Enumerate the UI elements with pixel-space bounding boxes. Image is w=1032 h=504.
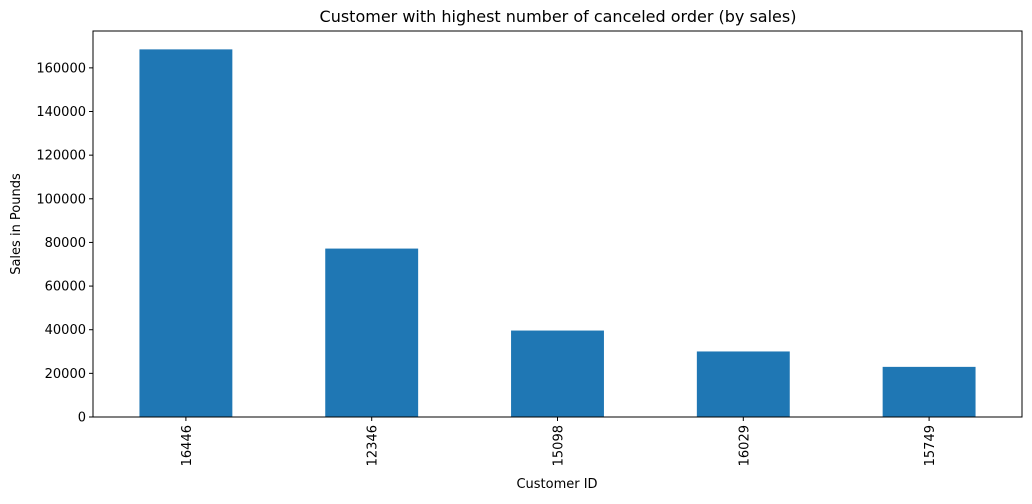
y-tick-label: 0 [78, 411, 86, 426]
x-tick-label: 15749 [923, 425, 938, 466]
x-axis-title: Customer ID [516, 477, 597, 492]
bar-16029 [696, 351, 790, 417]
y-tick-label: 20000 [45, 367, 86, 382]
bar-16446 [139, 49, 233, 418]
bar-12346 [325, 248, 419, 417]
y-axis-title: Sales in Pounds [9, 173, 24, 275]
x-axis-ticks: 16446 12346 15098 16029 15749 [180, 417, 938, 466]
y-tick-label: 160000 [36, 61, 86, 76]
x-tick-label: 15098 [552, 425, 567, 466]
chart-title: Customer with highest number of canceled… [320, 7, 797, 26]
plot-frame [92, 30, 1023, 418]
x-tick-label: 12346 [366, 425, 381, 466]
x-tick-label: 16029 [737, 425, 752, 466]
bar-15749 [882, 366, 976, 417]
y-tick-label: 140000 [36, 105, 86, 120]
y-tick-label: 80000 [45, 236, 86, 251]
bar-15098 [511, 330, 604, 417]
x-tick-label: 16446 [180, 425, 195, 466]
bars-group [139, 49, 976, 418]
y-axis-ticks: 0 20000 40000 60000 80000 100000 120000 140000 1… [36, 61, 93, 426]
y-tick-label: 120000 [36, 149, 86, 164]
y-tick-label: 40000 [45, 323, 86, 338]
y-tick-label: 60000 [45, 280, 86, 295]
y-tick-label: 100000 [36, 192, 86, 207]
